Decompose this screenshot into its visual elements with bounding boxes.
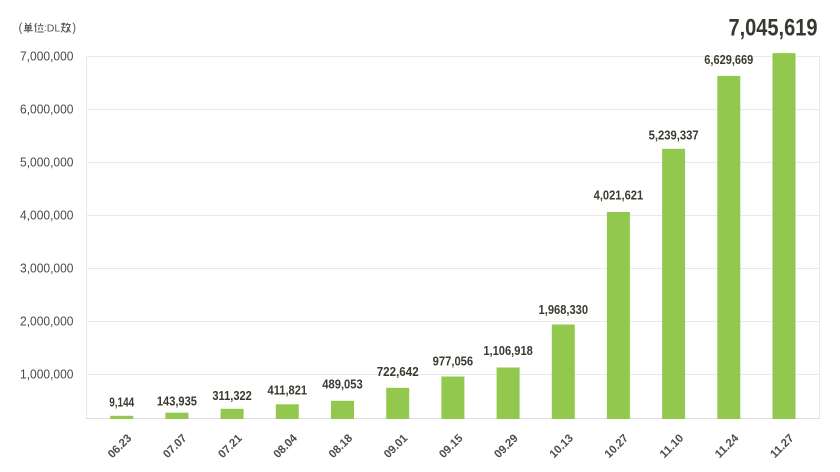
svg-text:9,144: 9,144 (109, 395, 135, 410)
svg-text:(: ( (19, 23, 23, 35)
svg-text:DL: DL (47, 23, 61, 35)
svg-text:311,322: 311,322 (212, 388, 252, 403)
svg-text:5,000,000: 5,000,000 (20, 155, 74, 169)
svg-text:1,106,918: 1,106,918 (483, 343, 533, 358)
svg-text:1,000,000: 1,000,000 (20, 367, 74, 381)
svg-text:143,935: 143,935 (157, 394, 197, 409)
svg-text:4,021,621: 4,021,621 (594, 188, 644, 203)
svg-text:3,000,000: 3,000,000 (20, 261, 74, 275)
svg-text:977,056: 977,056 (433, 354, 474, 369)
svg-text:2,000,000: 2,000,000 (20, 314, 74, 328)
svg-text::: : (44, 22, 47, 34)
svg-text:489,053: 489,053 (322, 376, 363, 391)
svg-text:6,000,000: 6,000,000 (20, 102, 74, 116)
svg-text:5,239,337: 5,239,337 (649, 128, 699, 143)
svg-text:1,968,330: 1,968,330 (539, 302, 589, 317)
svg-text:722,642: 722,642 (377, 364, 419, 379)
svg-text:4,000,000: 4,000,000 (20, 208, 74, 222)
svg-text:): ) (72, 23, 76, 35)
svg-text:6,629,669: 6,629,669 (704, 52, 753, 67)
svg-text:411,821: 411,821 (268, 382, 308, 397)
svg-text:7,000,000: 7,000,000 (20, 49, 74, 63)
svg-text:7,045,619: 7,045,619 (729, 15, 818, 42)
